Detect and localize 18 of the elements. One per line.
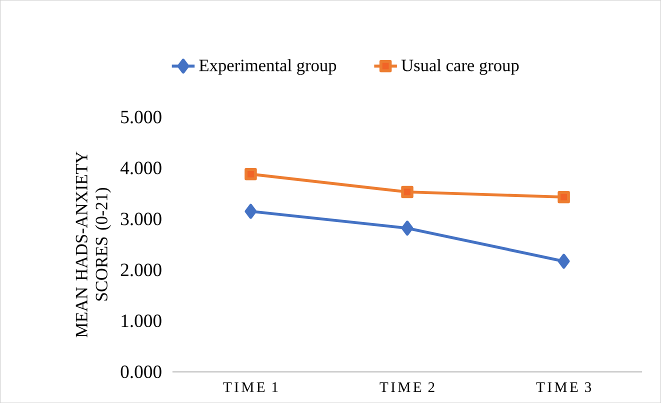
point: [558, 254, 570, 269]
y-tick-label: 0.000: [120, 365, 162, 378]
point: [244, 204, 257, 219]
y-tick-label: 5.000: [121, 110, 162, 124]
x-tick-label: TIME 1: [223, 382, 278, 392]
point: [244, 168, 257, 180]
legend-label: Experimental group: [199, 59, 336, 75]
point: [401, 220, 414, 236]
y-tick-label: 1.000: [122, 314, 162, 328]
point: [401, 186, 414, 198]
y-tick-label: 3.000: [121, 212, 162, 226]
x-tick-label: TIME 2: [380, 382, 434, 392]
y-tick-label: 4.000: [120, 162, 162, 174]
y-tick-label: 2.000: [120, 264, 162, 276]
point: [558, 190, 570, 204]
x-tick-label: TIME 3: [536, 382, 592, 392]
y-axis-title: MEAN HADS-ANXIETY SCORES (0-21): [76, 152, 111, 338]
legend-label: Usual care group: [401, 59, 519, 75]
